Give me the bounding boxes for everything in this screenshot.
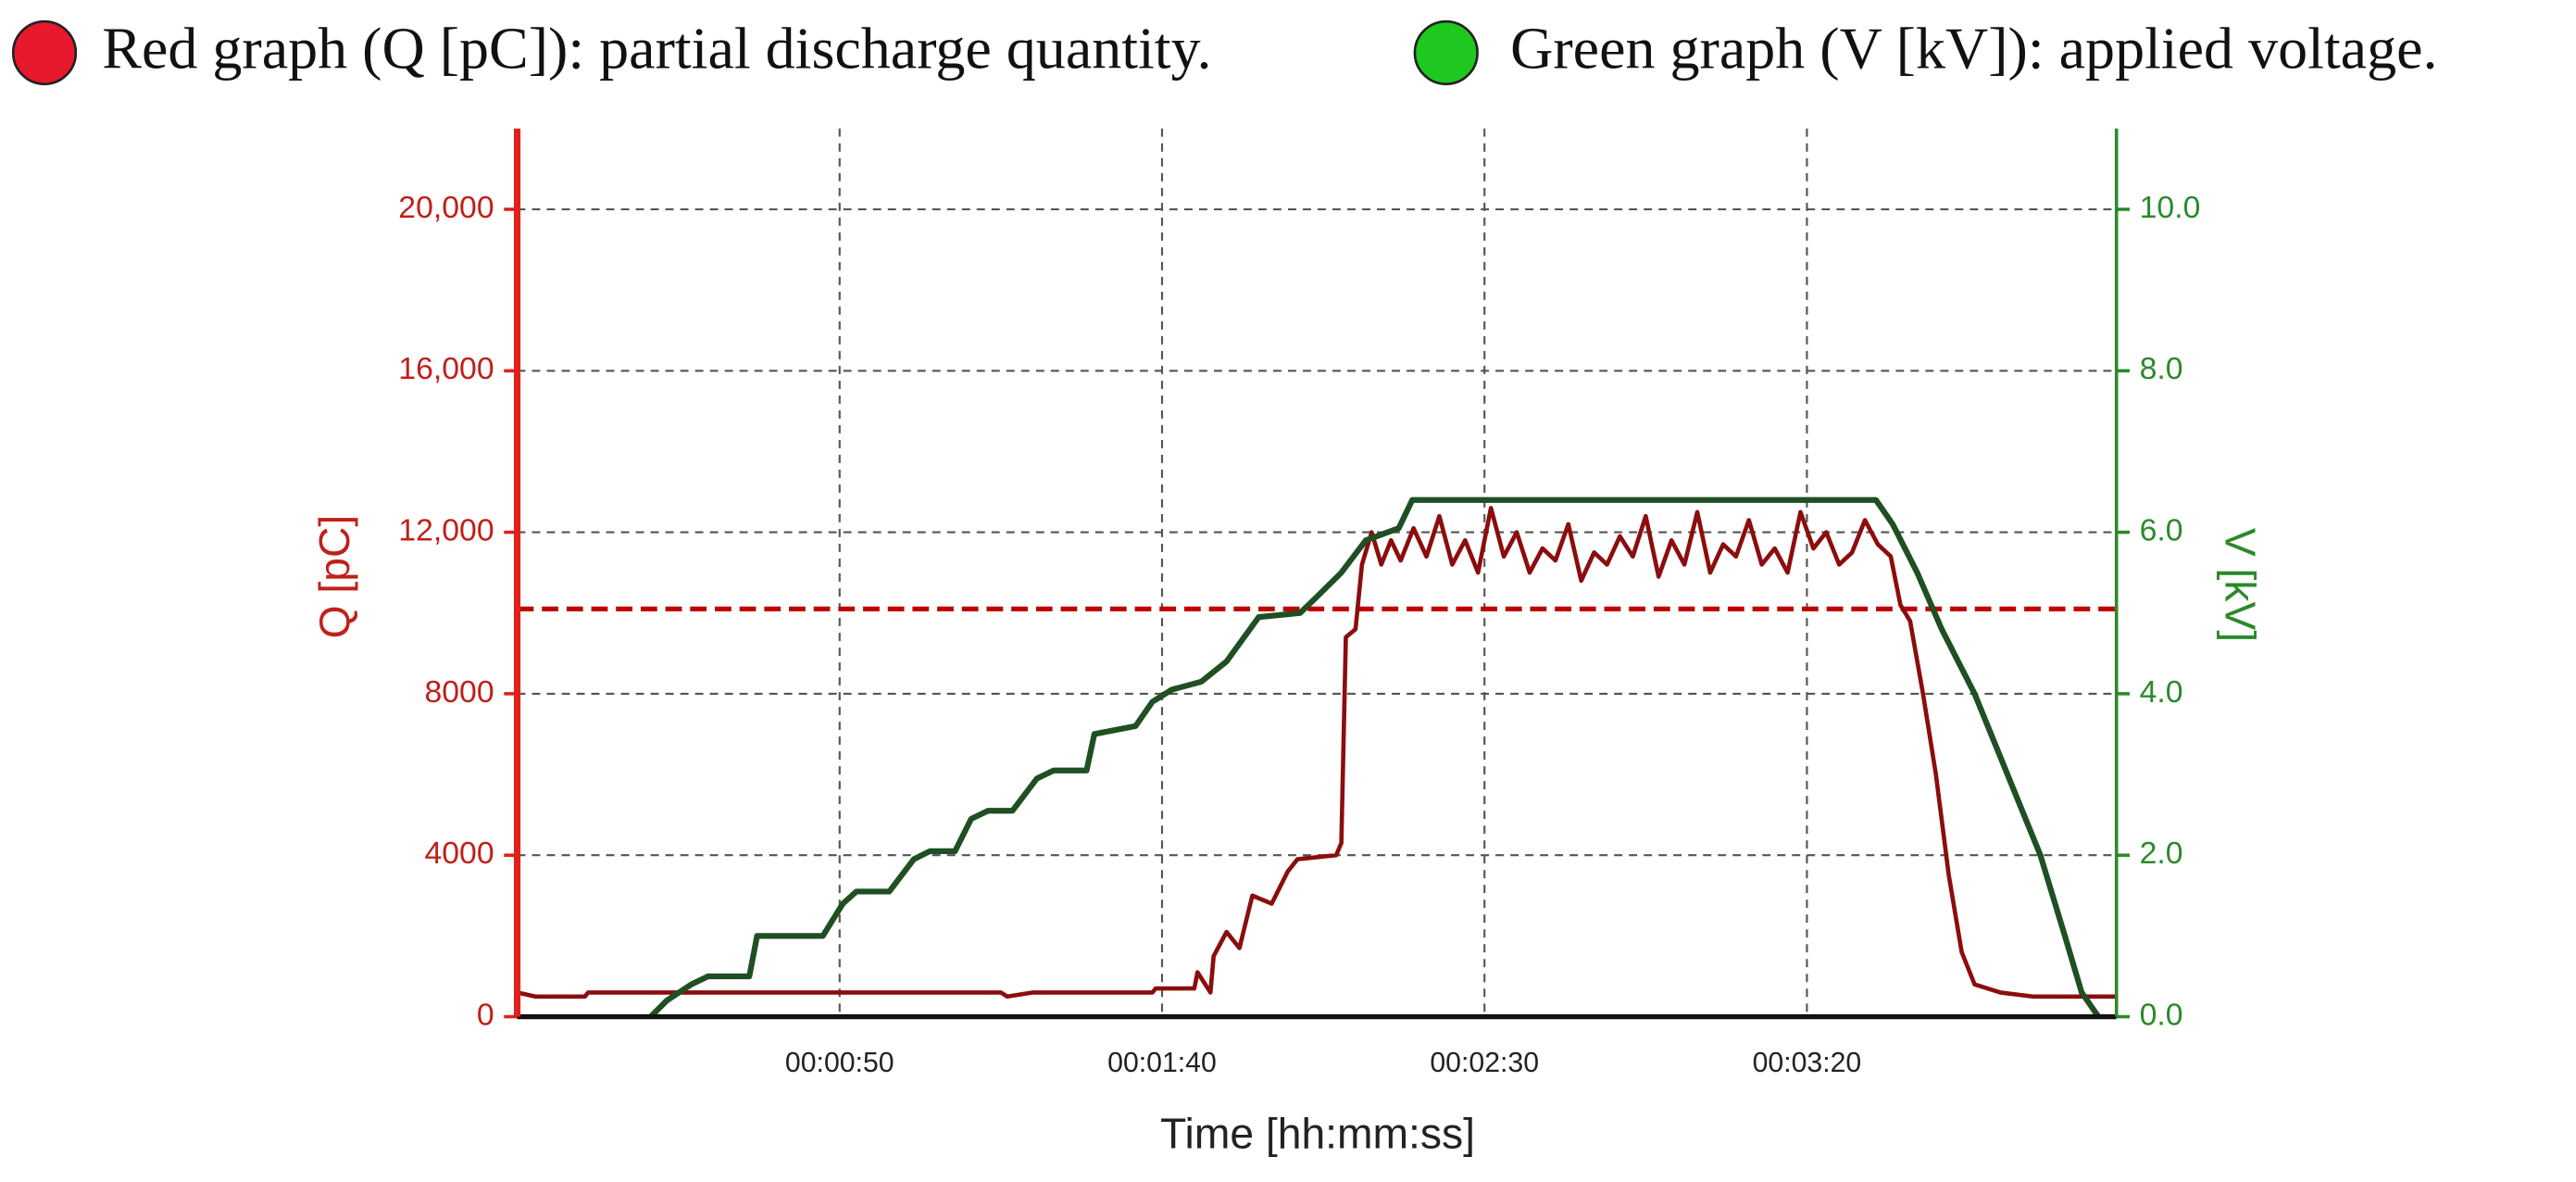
y2-tick-label: 2.0 [2140,836,2183,871]
y-tick-label: 4000 [424,836,494,871]
y-tick-label: 12,000 [398,513,494,548]
y2-tick-label: 8.0 [2140,351,2183,386]
y2-tick-label: 4.0 [2140,674,2183,710]
legend-marker [11,19,78,86]
series-line [517,506,2117,1000]
y-tick-label: 8000 [424,674,494,710]
y-axis-title: Q [pC] [310,515,358,639]
x-tick-label: 00:02:30 [1430,1048,1539,1078]
y2-tick-label: 0.0 [2140,997,2183,1032]
y2-tick-label: 10.0 [2140,190,2201,225]
y-tick-label: 16,000 [398,351,494,386]
legend-label: Green graph (V [kV]): applied voltage. [1510,15,2437,81]
x-tick-label: 00:01:40 [1107,1048,1217,1078]
y2-axis-title: V [kV] [2216,528,2264,642]
legend-marker [1413,19,1479,86]
y-tick-label: 0 [477,997,494,1032]
series-line [648,497,2101,1019]
y2-tick-label: 6.0 [2140,513,2183,548]
y-tick-label: 20,000 [398,190,494,225]
x-tick-label: 00:03:20 [1753,1048,1862,1078]
x-axis-title: Time [hh:mm:ss] [1160,1110,1475,1158]
legend-label: Red graph (Q [pC]): partial discharge qu… [102,15,1211,81]
legend: Red graph (Q [pC]): partial discharge qu… [11,15,2438,86]
x-tick-label: 00:00:50 [785,1048,894,1078]
